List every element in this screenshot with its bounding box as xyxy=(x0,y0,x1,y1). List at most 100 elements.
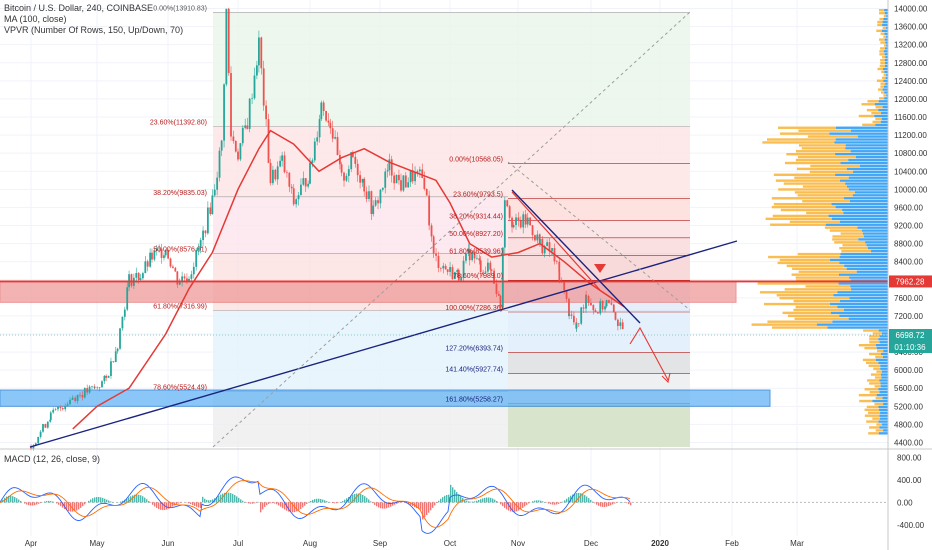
candle-body xyxy=(309,162,311,184)
macd-histogram-bar xyxy=(20,500,22,503)
y-tick-label: 5600.00 xyxy=(894,384,923,393)
ma-indicator-label[interactable]: MA (100, close) xyxy=(4,14,67,24)
vpvr-bar-up xyxy=(880,373,888,376)
fib2-zone xyxy=(508,403,690,447)
candle-body xyxy=(304,178,307,187)
vpvr-bar-up xyxy=(879,408,888,412)
macd-histogram-bar xyxy=(346,498,348,503)
macd-histogram-bar xyxy=(312,499,314,503)
x-tick-label: Sep xyxy=(373,539,388,548)
macd-histogram-bar xyxy=(314,499,316,503)
vpvr-bar-up xyxy=(831,202,888,206)
macd-histogram-bar xyxy=(46,501,48,503)
macd-histogram-bar xyxy=(416,502,418,509)
x-tick-label: Apr xyxy=(25,539,38,548)
candle-body xyxy=(423,177,426,189)
candle-body xyxy=(126,287,129,310)
vpvr-bar-down xyxy=(786,264,845,268)
vpvr-bar-up xyxy=(876,393,888,397)
candle-body xyxy=(39,431,42,437)
macd-histogram-bar xyxy=(26,502,28,505)
vpvr-bar-down xyxy=(802,185,848,188)
macd-histogram-bar xyxy=(146,499,148,503)
macd-histogram-bar xyxy=(430,502,432,511)
vpvr-bar-up xyxy=(884,58,888,62)
y-tick-label: 13600.00 xyxy=(894,23,928,32)
vpvr-bar-down xyxy=(789,220,840,223)
vpvr-bar-up xyxy=(827,326,888,329)
vpvr-bar-up xyxy=(843,211,888,215)
vpvr-bar-down xyxy=(775,179,840,182)
vpvr-bar-down xyxy=(882,26,887,30)
macd-histogram-bar xyxy=(318,498,320,503)
candle-body xyxy=(334,137,337,139)
vpvr-bar-down xyxy=(801,147,846,150)
macd-histogram-bar xyxy=(158,502,160,510)
candle-body xyxy=(462,260,465,278)
candle-body xyxy=(512,225,515,228)
macd-histogram-bar xyxy=(564,500,566,503)
macd-histogram-bar xyxy=(150,502,152,503)
vpvr-bar-up xyxy=(830,311,888,315)
macd-histogram-bar xyxy=(390,502,392,507)
vpvr-indicator-label[interactable]: VPVR (Number Of Rows, 150, Up/Down, 70) xyxy=(4,25,184,35)
vpvr-bar-up xyxy=(840,161,888,165)
macd-histogram-bar xyxy=(108,500,110,503)
candle-body xyxy=(381,187,384,190)
macd-histogram-bar xyxy=(292,502,294,513)
candle-body xyxy=(209,207,212,215)
candle-body xyxy=(425,188,428,196)
x-tick-label: Dec xyxy=(584,539,598,548)
candle-body xyxy=(302,178,305,185)
candle-body xyxy=(585,294,587,309)
vpvr-bar-up xyxy=(881,29,888,32)
candle-body xyxy=(76,394,79,401)
vpvr-bar-up xyxy=(835,173,888,176)
macd-histogram-bar xyxy=(392,502,394,506)
vpvr-bar-up xyxy=(883,79,888,82)
candle-body xyxy=(46,421,49,428)
vpvr-bar-up xyxy=(878,338,888,341)
vpvr-bar-down xyxy=(868,364,881,367)
vpvr-bar-down xyxy=(829,229,862,232)
vpvr-bar-up xyxy=(835,126,888,129)
vpvr-bar-up xyxy=(843,308,888,312)
macd-histogram-bar xyxy=(596,502,598,505)
vpvr-bar-down xyxy=(796,167,847,171)
x-tick-label: May xyxy=(89,539,104,548)
candle-body xyxy=(267,119,270,163)
candle-body xyxy=(251,98,253,99)
candle-body xyxy=(114,351,117,363)
candle-body xyxy=(320,102,323,120)
candle-body xyxy=(164,250,167,256)
candle-body xyxy=(511,217,513,228)
fib2-zone xyxy=(508,237,690,256)
macd-histogram-bar xyxy=(436,502,438,503)
vpvr-bar-up xyxy=(845,144,888,147)
candle-body xyxy=(57,406,59,410)
macd-histogram-bar xyxy=(240,499,242,503)
vpvr-bar-down xyxy=(880,41,886,44)
candle-body xyxy=(592,305,595,311)
macd-histogram-bar xyxy=(514,502,516,512)
candle-body xyxy=(279,160,282,167)
macd-histogram-bar xyxy=(268,502,270,504)
candle-body xyxy=(608,300,610,304)
vpvr-bar-down xyxy=(797,194,853,197)
candle-body xyxy=(119,328,121,349)
vpvr-bar-down xyxy=(865,361,879,365)
vpvr-bar-down xyxy=(878,9,885,12)
candle-body xyxy=(599,301,602,314)
macd-histogram-bar xyxy=(476,500,478,503)
y-tick-label: 4400.00 xyxy=(894,438,923,447)
macd-label[interactable]: MACD (12, 26, close, 9) xyxy=(4,454,101,464)
vpvr-bar-down xyxy=(875,117,882,121)
candle-body xyxy=(497,293,500,296)
projection-arrow xyxy=(629,326,669,381)
candle-body xyxy=(232,136,235,141)
candle-body xyxy=(322,102,325,111)
vpvr-bar-down xyxy=(766,138,836,141)
vpvr-bar-down xyxy=(875,429,884,432)
vpvr-bar-down xyxy=(763,302,831,306)
